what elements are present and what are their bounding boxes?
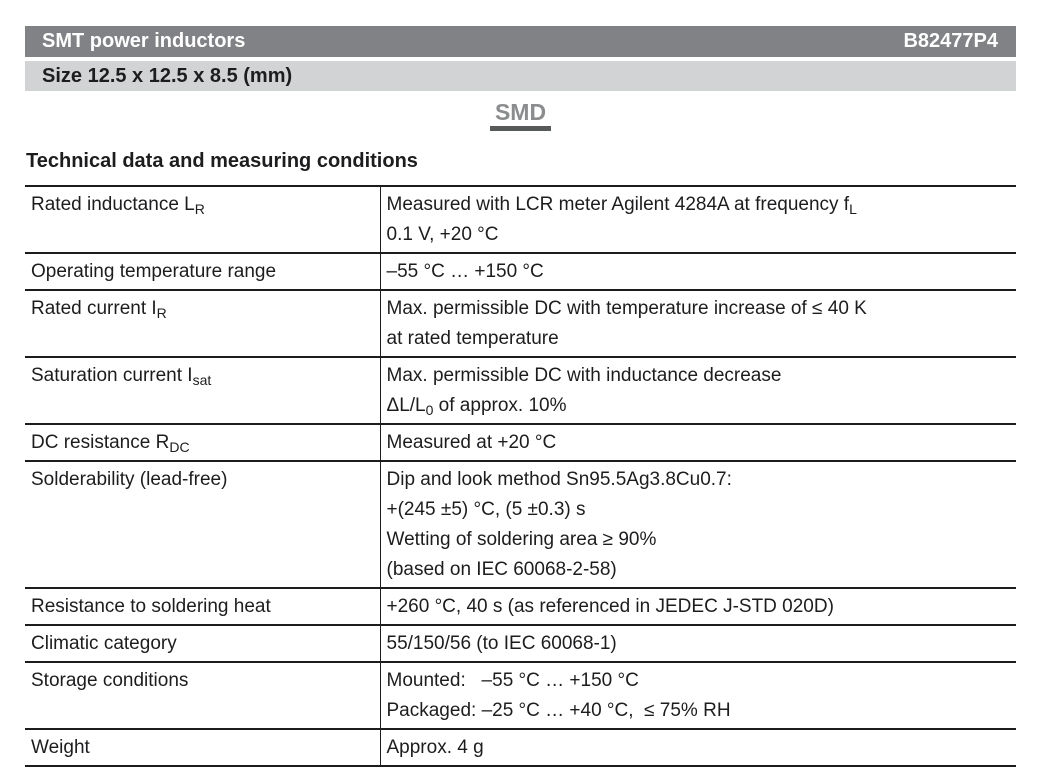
value-line: Measured with LCR meter Agilent 4284A at… [386, 194, 857, 217]
header-bar: SMT power inductors B82477P4 [25, 26, 1016, 57]
parameter-value-cell: Dip and look method Sn95.5Ag3.8Cu0.7: +(2… [379, 460, 1016, 588]
subscript: 0 [425, 402, 434, 418]
parameter-label-cell: Operating temperature range [25, 252, 380, 290]
smd-heading: SMD [489, 99, 552, 132]
parameter-label-cell: Rated current IR [25, 289, 380, 357]
value-line: –55 °C … +150 °C [386, 261, 544, 282]
value-line: +(245 ±5) °C, (5 ±0.3) s [386, 499, 586, 520]
value-line: Dip and look method Sn95.5Ag3.8Cu0.7: [386, 469, 732, 490]
technical-data-table: Rated inductance LR Measured with LCR met… [25, 185, 1016, 767]
parameter-label-cell: Resistance to soldering heat [25, 587, 380, 625]
table-row: Operating temperature range –55 °C … +150… [25, 252, 1016, 290]
parameter-value-cell: Approx. 4 g [379, 728, 1016, 767]
subscript: sat [192, 372, 212, 388]
technical-data-table-body: Rated inductance LR Measured with LCR met… [25, 185, 1016, 767]
subscript: R [156, 305, 167, 321]
subscript: R [194, 201, 205, 217]
table-row: Resistance to soldering heat +260 °C, 40 … [25, 587, 1016, 625]
parameter-label-cell: Storage conditions [25, 661, 380, 729]
value-line: +260 °C, 40 s (as referenced in JEDEC J-… [386, 596, 834, 617]
parameter-label-cell: Weight [25, 728, 380, 767]
value-line: Packaged: –25 °C … +40 °C, ≤ 75% RH [386, 700, 731, 721]
table-row: Rated current IR Max. permissible DC with… [25, 289, 1016, 357]
table-row: Weight Approx. 4 g [25, 728, 1016, 767]
parameter-value-cell: +260 °C, 40 s (as referenced in JEDEC J-… [379, 587, 1016, 625]
table-row: Solderability (lead-free) Dip and look me… [25, 460, 1016, 588]
parameter-value-cell: Max. permissible DC with inductance decr… [379, 356, 1016, 424]
parameter-value-cell: 55/150/56 (to IEC 60068-1) [379, 624, 1016, 662]
value-line: (based on IEC 60068-2-58) [386, 559, 617, 580]
section-title: Technical data and measuring conditions [26, 150, 418, 172]
value-line: Wetting of soldering area ≥ 90% [386, 529, 657, 550]
subscript: DC [169, 439, 190, 455]
value-line: 0.1 V, +20 °C [386, 224, 499, 245]
page-title: SMT power inductors [42, 30, 246, 52]
table-row: Climatic category 55/150/56 (to IEC 60068… [25, 624, 1016, 662]
smd-heading-wrap: SMD [25, 99, 1016, 134]
parameter-label-cell: Rated inductance LR [25, 185, 380, 253]
table-row: Rated inductance LR Measured with LCR met… [25, 185, 1016, 253]
table-row: DC resistance RDC Measured at +20 °C [25, 423, 1016, 461]
size-label: Size 12.5 x 12.5 x 8.5 (mm) [42, 64, 293, 87]
value-line: at rated temperature [386, 328, 559, 349]
value-line: Measured at +20 °C [386, 432, 557, 453]
size-bar: Size 12.5 x 12.5 x 8.5 (mm) [25, 61, 1016, 91]
parameter-value-cell: Max. permissible DC with temperature inc… [379, 289, 1016, 357]
value-line: Max. permissible DC with inductance decr… [386, 365, 782, 386]
subscript: L [849, 201, 857, 217]
value-line: 55/150/56 (to IEC 60068-1) [386, 633, 617, 654]
parameter-value-cell: Mounted: –55 °C … +150 °C Packaged: –25 °… [379, 661, 1016, 729]
parameter-label-cell: DC resistance RDC [25, 423, 380, 461]
parameter-label-cell: Saturation current Isat [25, 356, 380, 424]
parameter-label-cell: Climatic category [25, 624, 380, 662]
value-line: Max. permissible DC with temperature inc… [386, 298, 867, 319]
parameter-label-cell: Solderability (lead-free) [25, 460, 380, 588]
parameter-value-cell: –55 °C … +150 °C [379, 252, 1016, 290]
parameter-value-cell: Measured with LCR meter Agilent 4284A at… [379, 185, 1016, 253]
value-line: ΔL/L0 of approx. 10% [386, 395, 567, 418]
part-number: B82477P4 [903, 30, 998, 52]
value-line: Mounted: –55 °C … +150 °C [386, 670, 639, 691]
table-row: Storage conditions Mounted: –55 °C … +150… [25, 661, 1016, 729]
value-line: Approx. 4 g [386, 737, 484, 758]
parameter-value-cell: Measured at +20 °C [379, 423, 1016, 461]
table-row: Saturation current Isat Max. permissible … [25, 356, 1016, 424]
